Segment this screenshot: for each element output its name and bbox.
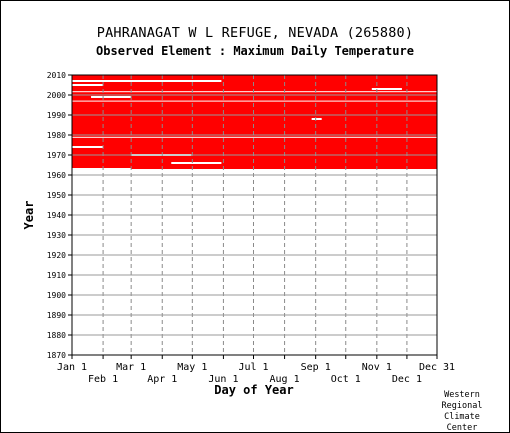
credit-line: Western (444, 390, 480, 400)
data-layer (72, 75, 437, 170)
missing-segment (311, 118, 322, 120)
x-tick-label: Dec 31 (419, 362, 455, 373)
x-tick-label: May 1 (177, 362, 207, 373)
x-tick-label: Sep 1 (301, 362, 331, 373)
y-tick-label: 1900 (47, 291, 66, 300)
x-tick-label: Jan 1 (57, 362, 87, 373)
missing-year-band (72, 136, 437, 138)
missing-segment (72, 84, 104, 86)
x-tick-label: Apr 1 (147, 374, 177, 385)
missing-year-band (72, 91, 437, 93)
x-tick-label: Nov 1 (362, 362, 392, 373)
y-tick-label: 1990 (47, 111, 66, 120)
x-tick-label: Feb 1 (88, 374, 118, 385)
y-tick-label: 1910 (47, 271, 66, 280)
missing-year-band (72, 100, 437, 102)
missing-segment (371, 88, 402, 90)
x-tick-label: Aug 1 (270, 374, 300, 385)
missing-segment (171, 162, 222, 164)
y-tick-label: 1950 (47, 191, 66, 200)
missing-segment (72, 168, 132, 170)
y-tick-label: 1880 (47, 331, 66, 340)
x-axis-label: Day of Year (214, 383, 293, 397)
tick-layer: 1870 1880 1890 1900 1910 1920 1930 1940 1950 1960… (47, 71, 455, 385)
chart-subtitle: Observed Element : Maximum Daily Tempera… (96, 44, 414, 58)
y-tick-label: 2000 (47, 91, 66, 100)
y-tick-label: 1930 (47, 231, 66, 240)
grid-layer (72, 75, 437, 355)
y-tick-label: 2010 (47, 71, 66, 80)
observed-data-block (72, 75, 437, 169)
y-tick-label: 1890 (47, 311, 66, 320)
credit-line: Climate (444, 412, 480, 422)
x-tick-label: Dec 1 (392, 374, 422, 385)
missing-segment (72, 146, 104, 148)
credit-line: Regional (441, 401, 483, 411)
y-tick-label: 1940 (47, 211, 66, 220)
x-tick-label: Mar 1 (116, 362, 146, 373)
chart-title: PAHRANAGAT W L REFUGE, NEVADA (265880) (96, 25, 414, 41)
x-tick-label: Jul 1 (238, 362, 268, 373)
x-tick-label: Oct 1 (331, 374, 361, 385)
y-tick-label: 1870 (47, 351, 66, 360)
missing-segment (91, 96, 132, 98)
y-tick-label: 1960 (47, 171, 66, 180)
credit-line: Center (446, 423, 478, 433)
y-tick-label: 1970 (47, 151, 66, 160)
y-tick-label: 1920 (47, 251, 66, 260)
x-tick-label: Jun 1 (208, 374, 238, 385)
y-tick-label: 1980 (47, 131, 66, 140)
y-axis-label: Year (22, 201, 36, 230)
missing-segment (72, 80, 222, 82)
credit-block: Western Regional Climate Center (432, 390, 492, 433)
